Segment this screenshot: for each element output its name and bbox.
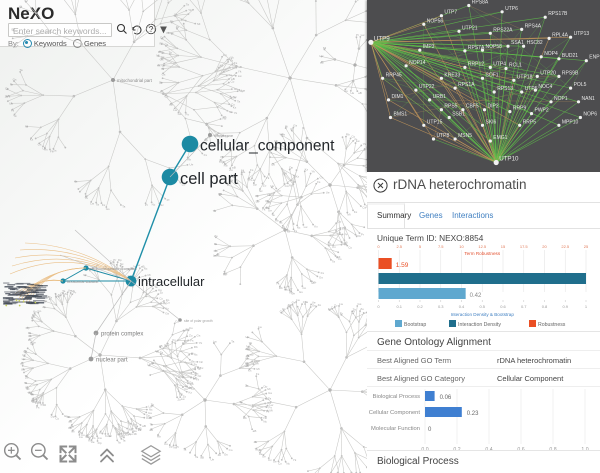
svg-text:0.06: 0.06: [440, 395, 452, 401]
svg-text:15: 15: [501, 244, 506, 249]
svg-text:Biological Process: Biological Process: [373, 394, 420, 400]
svg-text:Robustness: Robustness: [538, 322, 566, 328]
svg-text:UTP13: UTP13: [574, 31, 590, 37]
svg-text:URB1: URB1: [433, 94, 447, 100]
svg-text:UTP10: UTP10: [499, 156, 519, 163]
svg-text:RRP5: RRP5: [523, 119, 537, 125]
svg-text:0.42: 0.42: [470, 293, 482, 299]
svg-text:20: 20: [542, 244, 547, 249]
svg-text:HSC82: HSC82: [527, 40, 543, 46]
svg-text:0.3: 0.3: [438, 304, 444, 309]
svg-text:SSA1: SSA1: [511, 40, 524, 46]
svg-text:UTP15: UTP15: [427, 119, 443, 125]
svg-text:RPS1A: RPS1A: [458, 82, 475, 88]
svg-text:NAN1: NAN1: [582, 96, 596, 102]
svg-text:2.5: 2.5: [396, 244, 402, 249]
svg-text:RCL1: RCL1: [509, 63, 522, 69]
svg-text:UTP8: UTP8: [437, 133, 450, 139]
svg-text:RPS17B: RPS17B: [548, 11, 568, 17]
svg-text:10: 10: [459, 244, 464, 249]
svg-text:0.23: 0.23: [467, 411, 479, 417]
svg-text:Molecular Function: Molecular Function: [371, 426, 420, 432]
svg-text:SSB1: SSB1: [452, 112, 465, 118]
svg-text:IMP3: IMP3: [423, 44, 435, 50]
svg-text:BMS1: BMS1: [394, 112, 408, 118]
svg-text:Interaction Density & Bootstra: Interaction Density & Bootstrap: [451, 312, 515, 317]
svg-text:RPL4A: RPL4A: [552, 32, 569, 38]
svg-text:1: 1: [585, 304, 588, 309]
svg-text:0: 0: [377, 244, 380, 249]
svg-text:7.5: 7.5: [438, 244, 444, 249]
svg-text:0.2: 0.2: [417, 304, 423, 309]
svg-text:RPS5: RPS5: [444, 104, 457, 110]
svg-text:RPS9B: RPS9B: [562, 70, 579, 76]
svg-text:SOF1: SOF1: [486, 72, 499, 78]
svg-text:UTP6: UTP6: [505, 6, 518, 12]
svg-text:0.4: 0.4: [459, 304, 465, 309]
svg-text:ENP1: ENP1: [589, 55, 600, 61]
svg-text:NOP1: NOP1: [554, 96, 568, 102]
svg-text:NOP4: NOP4: [544, 51, 558, 57]
svg-text:POL5: POL5: [574, 82, 587, 88]
svg-text:RRP9: RRP9: [513, 106, 527, 112]
svg-text:NOP56: NOP56: [427, 18, 444, 24]
svg-text:UTP20: UTP20: [540, 70, 556, 76]
svg-text:RPS8A: RPS8A: [472, 0, 489, 6]
svg-text:SKI6: SKI6: [486, 119, 497, 125]
svg-text:UTP9: UTP9: [374, 35, 390, 42]
svg-text:Cellular Component: Cellular Component: [369, 410, 421, 416]
svg-text:MSN5: MSN5: [458, 133, 472, 139]
svg-text:Bootstrap: Bootstrap: [404, 322, 426, 328]
svg-text:KRE33: KRE33: [444, 72, 460, 78]
svg-text:0.6: 0.6: [500, 304, 506, 309]
svg-text:UTP22: UTP22: [419, 84, 435, 90]
svg-text:0.5: 0.5: [479, 304, 485, 309]
svg-text:DIM1: DIM1: [392, 94, 404, 100]
svg-text:UTP21: UTP21: [462, 25, 478, 31]
svg-text:UTP18: UTP18: [517, 74, 533, 80]
svg-text:17.5: 17.5: [520, 244, 529, 249]
svg-text:NOP14: NOP14: [409, 60, 426, 66]
svg-text:BUD21: BUD21: [562, 53, 578, 59]
svg-text:RRP45: RRP45: [386, 72, 402, 78]
svg-text:NOP6: NOP6: [583, 112, 597, 118]
svg-text:0.9: 0.9: [562, 304, 568, 309]
svg-text:PWP2: PWP2: [535, 108, 549, 114]
svg-text:RRP12: RRP12: [468, 61, 484, 67]
svg-text:RPS22A: RPS22A: [493, 27, 513, 33]
svg-text:EMG1: EMG1: [493, 135, 507, 141]
svg-text:CBF5: CBF5: [466, 104, 479, 110]
svg-text:MPP10: MPP10: [562, 119, 579, 125]
svg-text:RPS13: RPS13: [497, 86, 513, 92]
svg-text:UTP7: UTP7: [444, 10, 457, 16]
svg-text:0.1: 0.1: [396, 304, 402, 309]
svg-text:UTP4: UTP4: [493, 61, 506, 67]
svg-text:NOP58: NOP58: [486, 44, 503, 50]
svg-text:25: 25: [584, 244, 589, 249]
svg-text:1.59: 1.59: [396, 262, 409, 269]
svg-text:5: 5: [419, 244, 422, 249]
svg-text:UTP5: UTP5: [525, 86, 538, 92]
svg-text:Term Robustness: Term Robustness: [464, 251, 500, 256]
svg-text:22.5: 22.5: [561, 244, 570, 249]
svg-text:Interaction Density: Interaction Density: [458, 322, 501, 328]
svg-text:0.7: 0.7: [521, 304, 527, 309]
svg-text:12.5: 12.5: [478, 244, 487, 249]
svg-text:0: 0: [377, 304, 380, 309]
svg-text:0.8: 0.8: [542, 304, 548, 309]
svg-text:0: 0: [428, 427, 432, 433]
svg-text:DIP2: DIP2: [488, 104, 499, 110]
svg-text:RPS4A: RPS4A: [525, 23, 542, 29]
svg-text:NOC4: NOC4: [538, 84, 552, 90]
